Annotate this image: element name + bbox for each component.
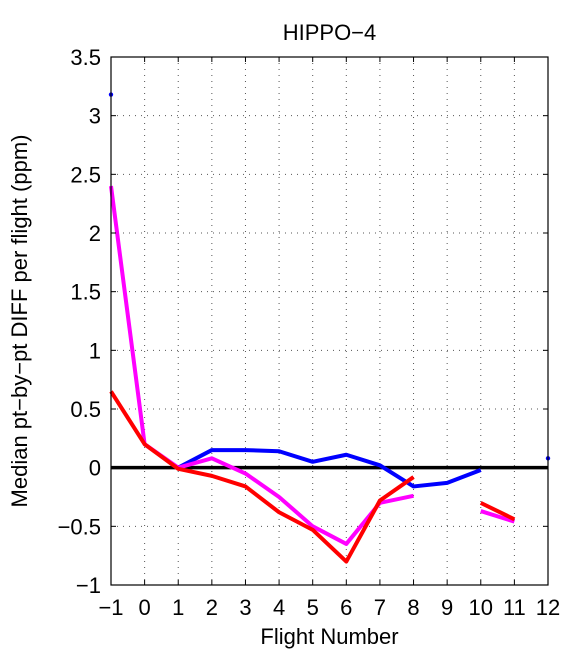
y-tick-label: 3.5 (70, 45, 101, 70)
y-tick-label: 1.5 (70, 280, 101, 305)
series-line (177, 448, 482, 489)
x-tick-label: 2 (206, 595, 218, 620)
x-tick-label: −1 (98, 595, 123, 620)
y-tick-label: 0 (89, 456, 101, 481)
x-tick-label: 0 (138, 595, 150, 620)
series-line (480, 509, 515, 524)
x-tick-label: 4 (273, 595, 285, 620)
x-tick-label: 8 (407, 595, 419, 620)
y-tick-label: 2 (89, 221, 101, 246)
y-tick-label: 2.5 (70, 162, 101, 187)
series-line (109, 390, 415, 564)
x-tick-label: 3 (239, 595, 251, 620)
plot-frame (110, 56, 549, 586)
series-group (108, 92, 551, 564)
series-line (479, 501, 516, 522)
x-tick-label: 10 (469, 595, 493, 620)
x-tick-label: 6 (340, 595, 352, 620)
y-tick-label: −0.5 (58, 514, 101, 539)
x-tick-label: 5 (307, 595, 319, 620)
y-tick-label: 1 (89, 338, 101, 363)
series-1 (109, 185, 515, 546)
axis-ticks: −1 0 1 2 3 4 5 6 7 8 9 10 11 12−1−0.500.511.522.533.5 (58, 45, 561, 620)
chart-title: HIPPO−4 (283, 20, 377, 45)
x-axis-label: Flight Number (260, 624, 398, 649)
y-tick-label: 0.5 (70, 397, 101, 422)
x-tick-label: 1 (172, 595, 184, 620)
y-tick-label: 3 (89, 104, 101, 129)
series-line (109, 185, 414, 546)
x-tick-label: 9 (441, 595, 453, 620)
x-tick-label: 7 (374, 595, 386, 620)
y-axis-label: Median pt−by−pt DIFF per flight (ppm) (7, 135, 32, 508)
series-2 (109, 390, 516, 564)
x-tick-label: 11 (503, 595, 526, 620)
x-tick-label: 12 (536, 595, 560, 620)
y-tick-label: −1 (76, 573, 101, 598)
series-0 (108, 92, 551, 489)
